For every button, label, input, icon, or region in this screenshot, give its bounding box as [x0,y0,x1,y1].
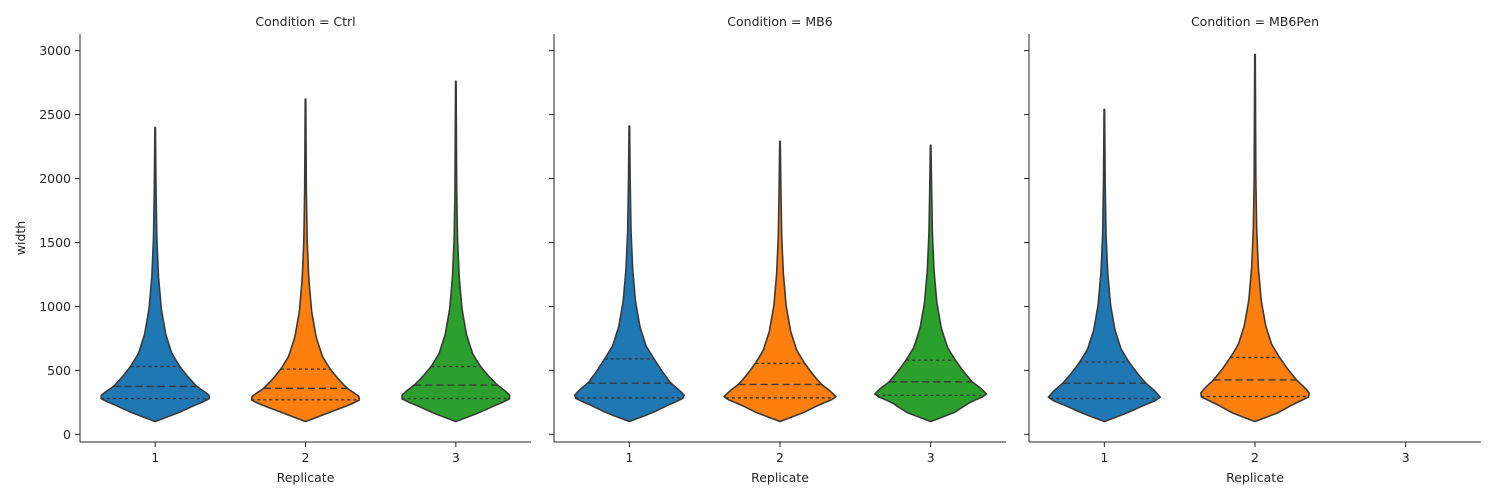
panel-title: Condition = MB6Pen [1191,14,1319,29]
y-tick-label: 500 [47,363,71,378]
x-axis-label: Replicate [1226,470,1284,485]
x-tick-label: 2 [1251,450,1259,465]
y-tick-label: 2500 [39,107,71,122]
violin-1 [1047,108,1162,423]
violin-3 [401,80,511,423]
x-tick-label: 2 [302,450,310,465]
y-tick-label: 3000 [39,43,71,58]
panel-1: Condition = Ctrl 0 500 1000 1500 2000 2500 3000… [13,14,531,485]
y-tick-label: 2000 [39,171,71,186]
violin-1 [100,126,210,423]
violin-2 [250,98,361,423]
x-tick-label: 1 [1100,450,1108,465]
violin-2 [723,140,837,423]
x-axis-label: Replicate [277,470,335,485]
x-tick-label: 3 [927,450,935,465]
panel-3: Condition = MB6Pen 1 2 3 Replicate [1024,14,1481,485]
x-tick-label: 1 [625,450,633,465]
x-tick-label: 1 [151,450,159,465]
y-tick-label: 1000 [39,299,71,314]
y-axis-label: width [13,221,28,255]
y-tick-label: 0 [63,427,71,442]
violin-1 [573,125,685,423]
x-tick-label: 2 [776,450,784,465]
panel-title: Condition = Ctrl [255,14,355,29]
panel-2: Condition = MB6 1 2 3 Replicate [549,14,1006,485]
x-axis-label: Replicate [751,470,809,485]
y-tick-label: 1500 [39,235,71,250]
x-tick-label: 3 [452,450,460,465]
violin-3 [874,144,988,423]
panel-title: Condition = MB6 [727,14,832,29]
x-tick-label: 3 [1402,450,1410,465]
violin-2 [1200,53,1310,423]
